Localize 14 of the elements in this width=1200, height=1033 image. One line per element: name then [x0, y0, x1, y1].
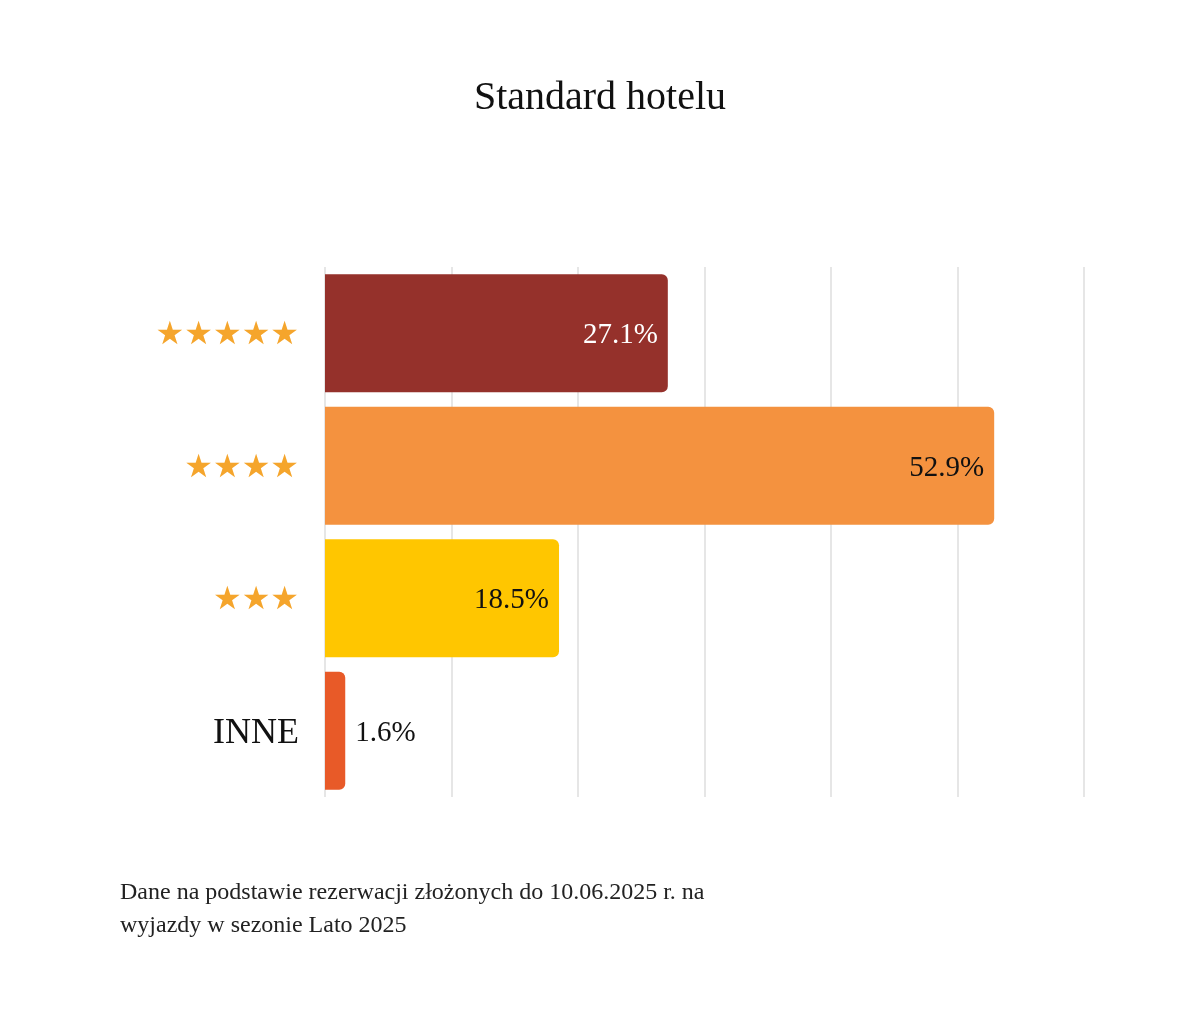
chart-title: Standard hotelu [473, 72, 727, 118]
bar [325, 274, 668, 393]
data-label: 52.9% [909, 449, 985, 482]
y-tick-label: INNE [213, 710, 299, 751]
y-tick-label: ★★★★ [184, 446, 299, 485]
y-tick-label: ★★★ [212, 579, 299, 618]
bar [325, 671, 346, 790]
y-tick-label: ★★★★★ [155, 314, 299, 353]
bar [325, 406, 995, 525]
data-label: 1.6% [355, 714, 416, 747]
bar [325, 539, 560, 658]
data-label: 27.1% [582, 317, 658, 350]
data-label: 18.5% [474, 582, 550, 615]
text: Dane na podstawie rezerwacji złożonych do 10.06.2025 r. na wyjazdy w sezonie Lato 2025 [120, 877, 711, 937]
